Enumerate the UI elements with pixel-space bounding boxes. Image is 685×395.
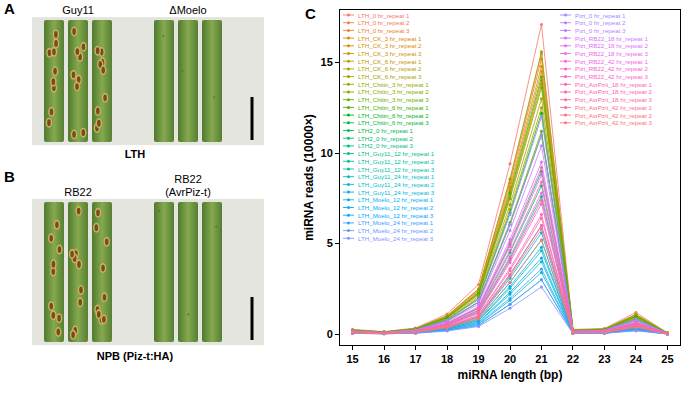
svg-text:LTH_Chitin_6 hr_repeat 3: LTH_Chitin_6 hr_repeat 3 (358, 119, 429, 126)
svg-text:0: 0 (327, 328, 333, 340)
svg-text:LTH2_0 hr_repeat 1: LTH2_0 hr_repeat 1 (358, 127, 413, 134)
svg-text:10: 10 (321, 147, 333, 159)
svg-text:LTH_Moelo_12 hr_repeat 3: LTH_Moelo_12 hr_repeat 3 (358, 212, 434, 219)
svg-text:Guy11: Guy11 (62, 4, 94, 16)
svg-text:LTH_Chitin_3 hr_repeat 3: LTH_Chitin_3 hr_repeat 3 (358, 96, 429, 103)
svg-text:LTH_Chitin_6 hr_repeat 1: LTH_Chitin_6 hr_repeat 1 (358, 104, 429, 111)
svg-text:Pizt_AvrPzit_42 hr_repeat 3: Pizt_AvrPzit_42 hr_repeat 3 (575, 119, 652, 126)
svg-text:LTH_Guy11_12 hr_repeat 2: LTH_Guy11_12 hr_repeat 2 (358, 158, 435, 165)
svg-text:LTH_Guy11_24 hr_repeat 3: LTH_Guy11_24 hr_repeat 3 (358, 189, 435, 196)
svg-text:18: 18 (441, 353, 453, 365)
svg-text:15: 15 (346, 353, 358, 365)
svg-text:15: 15 (321, 56, 333, 68)
svg-text:LTH_CK_3 hr_repeat 1: LTH_CK_3 hr_repeat 1 (358, 35, 422, 42)
svg-text:16: 16 (378, 353, 390, 365)
svg-text:5: 5 (327, 237, 333, 249)
svg-text:LTH_CK_6 hr_repeat 2: LTH_CK_6 hr_repeat 2 (358, 65, 422, 72)
svg-text:LTH_CK_6 hr_repeat 1: LTH_CK_6 hr_repeat 1 (358, 58, 422, 65)
svg-text:C: C (305, 5, 316, 22)
svg-text:25: 25 (661, 353, 673, 365)
svg-text:LTH_0 hr_repeat 3: LTH_0 hr_repeat 3 (358, 27, 410, 34)
svg-text:LTH2_0 hr_repeat 3: LTH2_0 hr_repeat 3 (358, 142, 413, 149)
svg-text:LTH_Guy11_24 hr_repeat 2: LTH_Guy11_24 hr_repeat 2 (358, 181, 435, 188)
svg-text:RB22: RB22 (174, 173, 202, 185)
svg-text:(AvrPiz-t): (AvrPiz-t) (165, 186, 211, 198)
svg-text:24: 24 (630, 353, 643, 365)
svg-text:LTH_Chitin_3 hr_repeat 2: LTH_Chitin_3 hr_repeat 2 (358, 88, 429, 95)
svg-text:LTH2_0 hr_repeat 2: LTH2_0 hr_repeat 2 (358, 135, 413, 142)
svg-text:Pizt_RB22_42 hr_repeat 3: Pizt_RB22_42 hr_repeat 3 (575, 73, 648, 80)
svg-text:LTH_CK_3 hr_repeat 3: LTH_CK_3 hr_repeat 3 (358, 50, 422, 57)
svg-text:21: 21 (535, 353, 547, 365)
svg-text:NPB (Piz-t:HA): NPB (Piz-t:HA) (97, 350, 174, 362)
svg-text:Pizt_0 hr_repeat 3: Pizt_0 hr_repeat 3 (575, 27, 626, 34)
svg-text:LTH: LTH (125, 148, 146, 160)
svg-text:LTH_CK_6 hr_repeat 3: LTH_CK_6 hr_repeat 3 (358, 73, 422, 80)
svg-text:20: 20 (504, 353, 516, 365)
svg-text:LTH_Guy11_24 hr_repeat 1: LTH_Guy11_24 hr_repeat 1 (358, 173, 435, 180)
svg-text:A: A (4, 0, 15, 17)
svg-text:RB22: RB22 (64, 186, 92, 198)
svg-text:17: 17 (409, 353, 421, 365)
svg-text:LTH_Chitin_3 hr_repeat 1: LTH_Chitin_3 hr_repeat 1 (358, 81, 429, 88)
svg-text:Pizt_RB22_18 hr_repeat 2: Pizt_RB22_18 hr_repeat 2 (575, 42, 648, 49)
svg-text:miRNA length (bp): miRNA length (bp) (458, 368, 563, 382)
svg-text:LTH_0 hr_repeat 2: LTH_0 hr_repeat 2 (358, 19, 410, 26)
svg-text:Pizt_RB22_18 hr_repeat 1: Pizt_RB22_18 hr_repeat 1 (575, 35, 648, 42)
svg-text:miRNA reads (10000×): miRNA reads (10000×) (302, 114, 316, 241)
svg-text:22: 22 (567, 353, 579, 365)
svg-text:LTH_Moelo_24 hr_repeat 2: LTH_Moelo_24 hr_repeat 2 (358, 227, 434, 234)
svg-text:LTH_Moelo_24 hr_repeat 1: LTH_Moelo_24 hr_repeat 1 (358, 219, 434, 226)
svg-text:B: B (4, 168, 15, 185)
svg-text:Pizt_AvrPzit_42 hr_repeat 2: Pizt_AvrPzit_42 hr_repeat 2 (575, 112, 652, 119)
svg-text:Pizt_RB22_18 hr_repeat 3: Pizt_RB22_18 hr_repeat 3 (575, 50, 648, 57)
svg-text:LTH_0 hr_repeat 1: LTH_0 hr_repeat 1 (358, 12, 410, 19)
svg-text:Pizt_0 hr_repeat 1: Pizt_0 hr_repeat 1 (575, 12, 626, 19)
svg-text:ΔMoelo: ΔMoelo (169, 4, 206, 16)
svg-text:23: 23 (598, 353, 610, 365)
svg-text:LTH_CK_3 hr_repeat 2: LTH_CK_3 hr_repeat 2 (358, 42, 422, 49)
svg-text:Pizt_0 hr_repeat 2: Pizt_0 hr_repeat 2 (575, 19, 626, 26)
svg-text:LTH_Moelo_24 hr_repeat 3: LTH_Moelo_24 hr_repeat 3 (358, 235, 434, 242)
svg-text:Pizt_RB22_42 hr_repeat 2: Pizt_RB22_42 hr_repeat 2 (575, 65, 648, 72)
svg-text:Pizt_AvrPzit_18 hr_repeat 1: Pizt_AvrPzit_18 hr_repeat 1 (575, 81, 652, 88)
svg-text:LTH_Moelo_12 hr_repeat 2: LTH_Moelo_12 hr_repeat 2 (358, 204, 434, 211)
svg-text:Pizt_AvrPzit_18 hr_repeat 3: Pizt_AvrPzit_18 hr_repeat 3 (575, 96, 652, 103)
svg-text:LTH_Chitin_6 hr_repeat 2: LTH_Chitin_6 hr_repeat 2 (358, 112, 429, 119)
svg-text:19: 19 (472, 353, 484, 365)
svg-text:LTH_Moelo_12 hr_repeat 1: LTH_Moelo_12 hr_repeat 1 (358, 196, 434, 203)
svg-text:LTH_Guy11_12 hr_repeat 1: LTH_Guy11_12 hr_repeat 1 (358, 150, 435, 157)
svg-text:Pizt_AvrPzit_18 hr_repeat 2: Pizt_AvrPzit_18 hr_repeat 2 (575, 88, 652, 95)
svg-text:Pizt_RB22_42 hr_repeat 1: Pizt_RB22_42 hr_repeat 1 (575, 58, 648, 65)
svg-text:LTH_Guy11_12 hr_repeat 3: LTH_Guy11_12 hr_repeat 3 (358, 166, 435, 173)
svg-text:Pizt_AvrPzit_42 hr_repeat 1: Pizt_AvrPzit_42 hr_repeat 1 (575, 104, 652, 111)
